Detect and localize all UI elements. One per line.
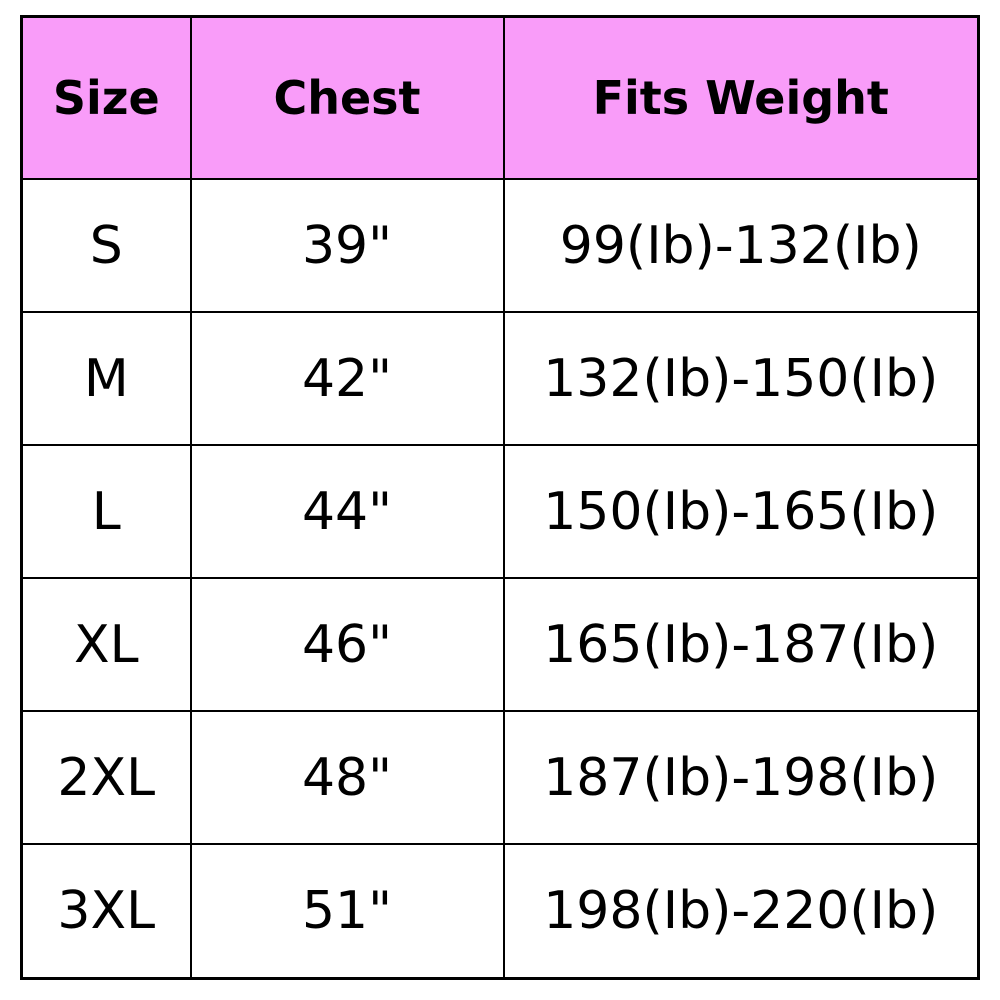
header-cell: Size (20, 15, 192, 180)
cell: 3XL (20, 843, 192, 980)
cell: 39" (189, 177, 505, 314)
cell: M (20, 311, 192, 447)
cell: 44" (189, 444, 505, 580)
row: L 44" 150(Ib)-165(Ib) (20, 444, 980, 580)
cell: L (20, 444, 192, 580)
header-cell: Fits Weight (502, 15, 980, 180)
cell: 46" (189, 577, 505, 713)
cell: 132(Ib)-150(Ib) (502, 311, 980, 447)
row: M 42" 132(Ib)-150(Ib) (20, 311, 980, 447)
cell: 2XL (20, 710, 192, 846)
body: S 39" 99(Ib)-132(Ib) M 42" 132(Ib)-150(Ib) L 44… (20, 177, 980, 980)
row: 3XL 51" 198(Ib)-220(Ib) (20, 843, 980, 980)
cell: XL (20, 577, 192, 713)
row: 2XL 48" 187(Ib)-198(Ib) (20, 710, 980, 846)
cell: S (20, 177, 192, 314)
cell: 51" (189, 843, 505, 980)
header: Size Chest Fits Weight (20, 15, 980, 180)
cell: 48" (189, 710, 505, 846)
cell: 42" (189, 311, 505, 447)
size-table: Size Chest Fits Weight S 39" 99(Ib)-132(Ib) M… (20, 15, 980, 980)
row: S 39" 99(Ib)-132(Ib) (20, 177, 980, 314)
cell: 198(Ib)-220(Ib) (502, 843, 980, 980)
header-cell: Chest (189, 15, 505, 180)
cell: 99(Ib)-132(Ib) (502, 177, 980, 314)
header-row: Size Chest Fits Weight (20, 15, 980, 180)
cell: 187(Ib)-198(Ib) (502, 710, 980, 846)
cell: 150(Ib)-165(Ib) (502, 444, 980, 580)
row: XL 46" 165(Ib)-187(Ib) (20, 577, 980, 713)
cell: 165(Ib)-187(Ib) (502, 577, 980, 713)
